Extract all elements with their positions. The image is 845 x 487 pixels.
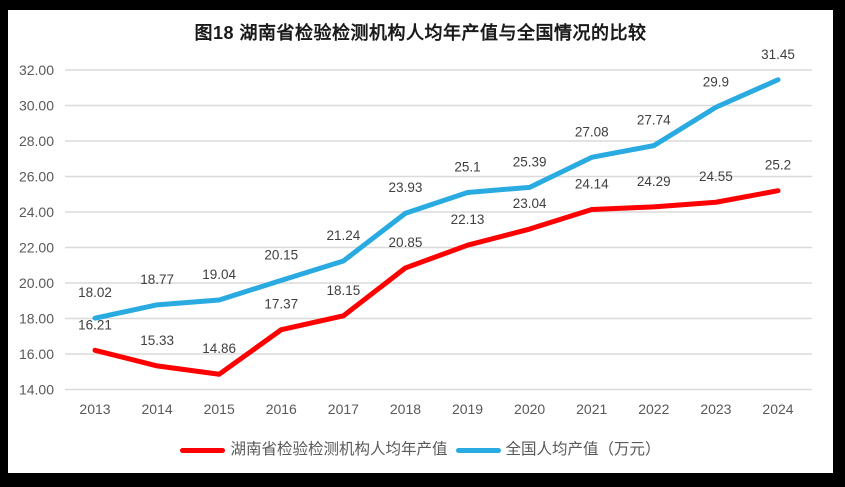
x-axis-tick-labels: 2013 2014 2015 2016 2017 2018 2019 2020 2021 2022…	[79, 401, 793, 417]
svg-text:14.86: 14.86	[202, 341, 236, 356]
svg-text:2019: 2019	[452, 401, 483, 417]
legend-item-national: 全国人均产值（万元）	[455, 439, 661, 461]
series-line-1	[92, 77, 781, 321]
svg-text:18.02: 18.02	[78, 285, 112, 300]
svg-text:23.04: 23.04	[513, 196, 547, 211]
series-data-labels-1: 18.02 18.77 19.04 20.15 21.24 23.93 25.1 25.39 2…	[78, 47, 795, 300]
svg-text:14.00: 14.00	[19, 382, 54, 398]
y-axis-tick-labels: 14.00 16.00 18.00 20.00 22.00 24.00 26.00 28.00…	[19, 62, 54, 398]
svg-text:26.00: 26.00	[19, 169, 54, 185]
svg-text:24.14: 24.14	[575, 177, 609, 192]
svg-text:2021: 2021	[576, 401, 607, 417]
hunan-series-legend-line-icon	[180, 447, 226, 453]
svg-text:2020: 2020	[514, 401, 545, 417]
svg-text:23.93: 23.93	[389, 180, 423, 195]
svg-text:2017: 2017	[328, 401, 359, 417]
svg-text:31.45: 31.45	[761, 47, 795, 62]
svg-text:21.24: 21.24	[326, 228, 360, 243]
svg-text:25.39: 25.39	[513, 154, 547, 169]
svg-text:22.00: 22.00	[19, 240, 54, 256]
svg-text:25.2: 25.2	[765, 158, 791, 173]
svg-text:22.13: 22.13	[451, 212, 485, 227]
svg-text:20.00: 20.00	[19, 275, 54, 291]
svg-text:17.37: 17.37	[264, 297, 298, 312]
chart-canvas: 图18 湖南省检验检测机构人均年产值与全国情况的比较 14.00 16.00 18.…	[8, 10, 833, 473]
svg-text:18.15: 18.15	[326, 283, 360, 298]
legend-label-hunan: 湖南省检验检测机构人均年产值	[230, 441, 448, 458]
gridlines	[65, 69, 812, 391]
svg-text:2013: 2013	[79, 401, 110, 417]
svg-text:20.85: 20.85	[389, 235, 423, 250]
svg-text:18.77: 18.77	[140, 272, 174, 287]
svg-text:27.08: 27.08	[575, 124, 609, 139]
svg-text:24.00: 24.00	[19, 204, 54, 220]
svg-text:27.74: 27.74	[637, 113, 671, 128]
svg-text:2016: 2016	[266, 401, 297, 417]
svg-text:2014: 2014	[142, 401, 173, 417]
national-series-legend-line-icon	[455, 447, 501, 453]
svg-text:15.33: 15.33	[140, 333, 174, 348]
svg-text:2022: 2022	[638, 401, 669, 417]
svg-text:32.00: 32.00	[19, 62, 54, 78]
svg-text:2023: 2023	[700, 401, 731, 417]
svg-text:24.29: 24.29	[637, 174, 671, 189]
svg-text:20.15: 20.15	[264, 247, 298, 262]
svg-text:16.00: 16.00	[19, 346, 54, 362]
svg-text:29.9: 29.9	[703, 74, 729, 89]
svg-text:25.1: 25.1	[454, 159, 480, 174]
svg-text:16.21: 16.21	[78, 317, 112, 332]
svg-text:28.00: 28.00	[19, 133, 54, 149]
legend-item-hunan: 湖南省检验检测机构人均年产值	[180, 439, 448, 461]
chart-title: 图18 湖南省检验检测机构人均年产值与全国情况的比较	[194, 23, 647, 43]
svg-text:2018: 2018	[390, 401, 421, 417]
svg-text:2015: 2015	[204, 401, 235, 417]
series-data-labels-0: 16.21 15.33 14.86 17.37 18.15 20.85 22.13 23.04…	[78, 158, 791, 357]
svg-text:30.00: 30.00	[19, 98, 54, 114]
svg-text:18.00: 18.00	[19, 311, 54, 327]
legend-label-national: 全国人均产值（万元）	[505, 441, 661, 458]
svg-text:19.04: 19.04	[202, 267, 236, 282]
line-chart-plot: 14.00 16.00 18.00 20.00 22.00 24.00 26.00 28.00…	[19, 47, 812, 417]
svg-text:24.55: 24.55	[699, 169, 733, 184]
svg-text:2024: 2024	[762, 401, 793, 417]
series-line-0	[92, 188, 781, 377]
chart-legend: 湖南省检验检测机构人均年产值 全国人均产值（万元）	[8, 439, 833, 461]
